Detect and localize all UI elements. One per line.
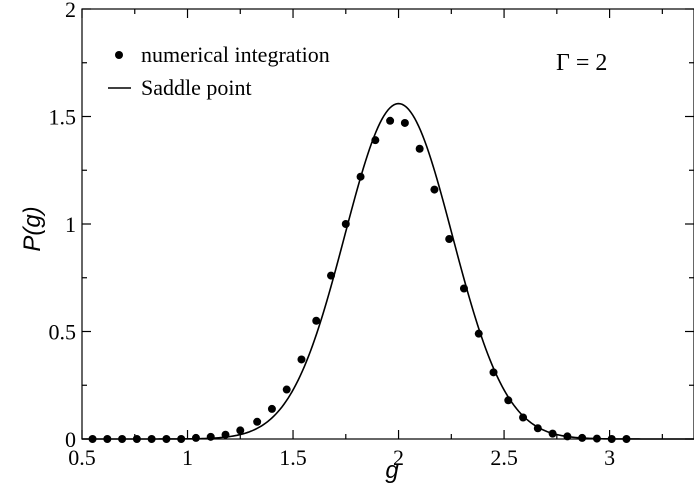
data-point — [607, 435, 616, 443]
data-point — [386, 116, 395, 125]
y-tick-label: 0 — [65, 427, 76, 452]
axis-tick-labels: 0.5 1 1.5 2 2.5 300.511.52 — [49, 0, 616, 470]
data-point — [430, 185, 439, 194]
data-point — [297, 355, 306, 364]
data-point — [312, 316, 321, 325]
legend-label-saddle-point: Saddle point — [141, 75, 252, 100]
data-point — [445, 235, 454, 244]
saddle-point-curve — [82, 102, 694, 440]
data-point — [504, 396, 513, 405]
y-tick-label: 1.5 — [49, 105, 77, 130]
x-tick-label: 3 — [604, 445, 615, 470]
data-point — [206, 432, 215, 441]
data-point — [253, 417, 262, 426]
data-point — [191, 433, 200, 442]
y-axis-label: P(g) — [19, 206, 46, 251]
x-tick-label: 2.5 — [490, 445, 518, 470]
data-point — [282, 385, 291, 394]
x-axis-label: g — [385, 457, 399, 484]
legend-marker-numerical-integration — [115, 51, 123, 59]
data-point — [533, 424, 542, 433]
y-tick-label: 1 — [65, 212, 76, 237]
axis-ticks — [81, 8, 694, 440]
data-point — [578, 433, 587, 442]
data-point — [400, 118, 409, 127]
data-point — [489, 368, 498, 377]
data-point — [327, 271, 336, 280]
data-point — [236, 426, 245, 435]
data-point — [147, 435, 156, 443]
data-point — [622, 435, 631, 443]
data-point — [103, 435, 112, 443]
data-point — [519, 413, 528, 422]
data-point — [563, 432, 572, 441]
data-point — [177, 435, 186, 443]
data-point — [548, 429, 557, 438]
data-point — [356, 172, 365, 181]
data-point — [592, 434, 601, 443]
data-point — [118, 435, 127, 443]
gamma-annotation: Γ = 2 — [556, 50, 607, 76]
data-point — [341, 220, 350, 228]
data-point — [474, 329, 483, 338]
x-tick-label: 0.5 — [68, 445, 96, 470]
data-point — [371, 136, 380, 145]
data-point — [132, 435, 141, 443]
x-tick-label: 1.5 — [279, 445, 307, 470]
numerical-integration-markers — [88, 116, 631, 443]
data-point — [88, 435, 97, 443]
data-point — [415, 144, 424, 153]
legend-label-numerical-integration: numerical integration — [141, 42, 330, 67]
data-point — [221, 430, 230, 439]
data-point — [162, 435, 171, 443]
x-tick-label: 1 — [182, 445, 193, 470]
y-tick-label: 0.5 — [49, 320, 77, 345]
x-tick-label: 2 — [393, 445, 404, 470]
data-point — [459, 284, 468, 293]
y-tick-label: 2 — [65, 0, 76, 22]
data-point — [267, 404, 276, 413]
legend: numerical integration Saddle point — [108, 42, 330, 100]
